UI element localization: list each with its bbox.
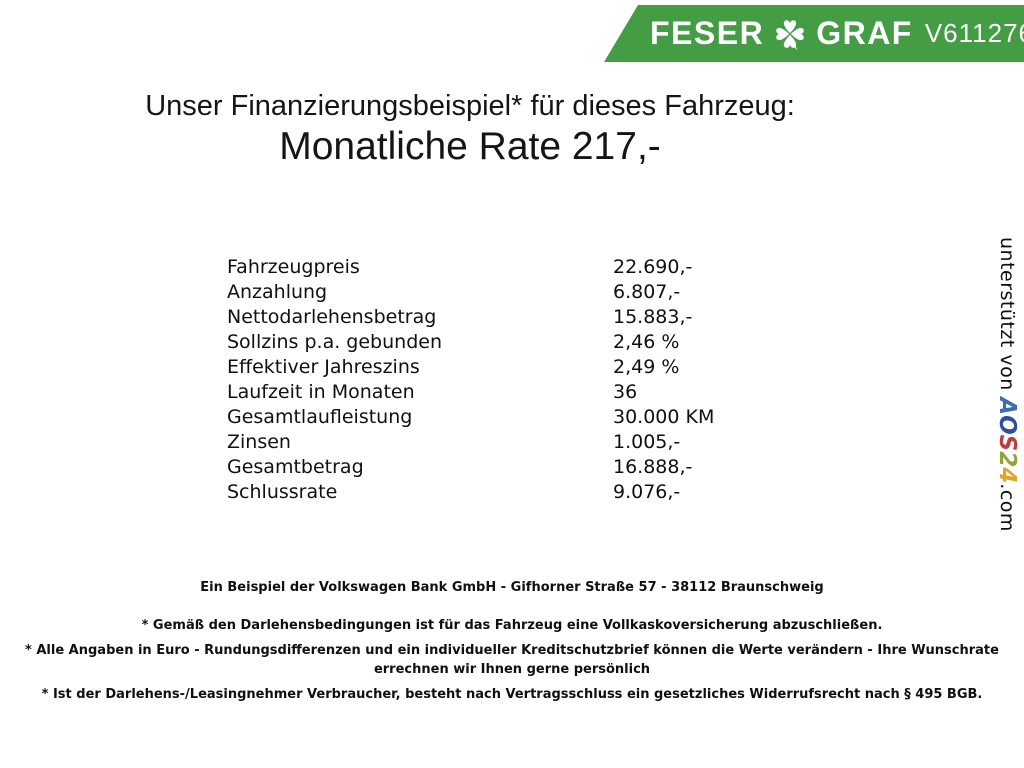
table-row: Zinsen 1.005,- [227,430,714,455]
footnote-rounding: * Alle Angaben in Euro - Rundungsdiffere… [25,643,999,677]
aos24-logo-letter: O [994,415,1020,435]
row-value: 1.005,- [613,431,681,453]
clover-icon [773,17,807,51]
finance-table: Fahrzeugpreis 22.690,- Anzahlung 6.807,-… [227,255,714,505]
row-value: 16.888,- [613,456,693,478]
table-row: Schlussrate 9.076,- [227,480,714,505]
supported-by-strip: unterstützt von AOS24.com [994,237,1020,537]
supported-by-label: unterstützt von [996,237,1018,398]
bank-example-line: Ein Beispiel der Volkswagen Bank GmbH - … [200,580,824,595]
aos24-logo-letter: S [994,434,1020,452]
aos24-logo-letter: 4 [994,467,1020,484]
row-value: 36 [613,381,638,403]
brand-name-second: GRAF [816,15,913,51]
table-row: Gesamtbetrag 16.888,- [227,455,714,480]
aos24-logo-letter: 2 [994,451,1020,468]
row-label: Schlussrate [227,481,338,503]
supported-by-domain: .com [996,483,1018,532]
row-value: 2,49 % [613,356,680,378]
row-label: Anzahlung [227,281,328,303]
table-row: Gesamtlaufleistung 30.000 KM [227,405,714,430]
table-row: Effektiver Jahreszins 2,49 % [227,355,714,380]
row-label: Zinsen [227,431,291,453]
row-value: 15.883,- [613,306,693,328]
table-row: Laufzeit in Monaten 36 [227,380,714,405]
footnote-withdrawal: * Ist der Darlehens-/Leasingnehmer Verbr… [41,687,983,702]
row-value: 30.000 KM [613,406,715,428]
row-label: Laufzeit in Monaten [227,381,415,403]
vehicle-code: V61127606 [924,18,1024,48]
row-value: 22.690,- [613,256,693,278]
row-label: Sollzins p.a. gebunden [227,331,442,353]
footnotes: * Gemäß den Darlehensbedingungen ist für… [17,616,1007,704]
table-row: Fahrzeugpreis 22.690,- [227,255,714,280]
table-row: Anzahlung 6.807,- [227,280,714,305]
row-label: Gesamtlaufleistung [227,406,413,428]
monthly-rate-title: Monatliche Rate 217,- [279,125,661,168]
table-row: Nettodarlehensbetrag 15.883,- [227,305,714,330]
row-value: 2,46 % [613,331,680,353]
row-label: Effektiver Jahreszins [227,356,420,378]
aos24-logo-letter: A [994,397,1020,416]
page-title: Unser Finanzierungsbeispiel* für dieses … [145,90,795,122]
table-row: Sollzins p.a. gebunden 2,46 % [227,330,714,355]
row-value: 9.076,- [613,481,681,503]
row-label: Fahrzeugpreis [227,256,360,278]
row-label: Nettodarlehensbetrag [227,306,437,328]
brand-banner: FESER GRAF V61127606 [604,5,1024,62]
row-value: 6.807,- [613,281,681,303]
brand-name-first: FESER [650,15,765,51]
row-label: Gesamtbetrag [227,456,364,478]
footnote-insurance: * Gemäß den Darlehensbedingungen ist für… [141,618,883,633]
